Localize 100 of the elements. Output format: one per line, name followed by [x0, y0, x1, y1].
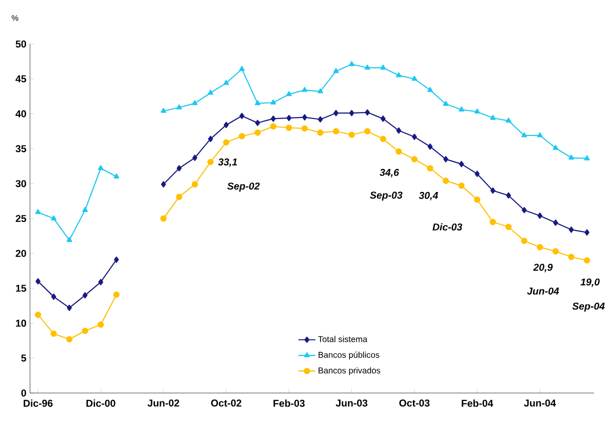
y-tick-label: 30 [16, 180, 26, 188]
point [82, 328, 88, 334]
point [114, 256, 119, 263]
point [301, 125, 308, 132]
point [224, 122, 229, 128]
legend-label: Bancos privados [318, 367, 380, 376]
point [458, 182, 465, 189]
annotation: Dic-03 [432, 223, 462, 231]
point [50, 330, 57, 337]
annotation: 20,9 [533, 264, 553, 272]
point [223, 139, 230, 146]
annotation: Jun-04 [527, 288, 559, 295]
point [238, 132, 246, 140]
point [317, 130, 324, 136]
point [34, 312, 42, 318]
y-tick-label: 0 [21, 389, 26, 397]
annotation: Sep-02 [227, 182, 260, 192]
point [192, 181, 198, 188]
point [521, 132, 528, 138]
point [349, 110, 354, 116]
y-tick-label: 15 [16, 284, 26, 292]
y-tick-label: 35 [16, 145, 26, 152]
point [442, 100, 449, 106]
point [223, 80, 230, 85]
point [160, 108, 166, 113]
point [443, 156, 448, 162]
point [428, 143, 433, 150]
point [380, 116, 386, 122]
y-tick-label: 20 [16, 250, 26, 257]
point [412, 76, 418, 81]
point [255, 120, 260, 126]
point [584, 229, 590, 236]
point [318, 88, 324, 94]
point [66, 336, 73, 342]
point [302, 86, 308, 92]
x-tick-label: Jun-03 [336, 400, 368, 407]
point [239, 112, 244, 120]
point [113, 291, 120, 298]
point [66, 304, 72, 311]
point [98, 321, 104, 328]
point [254, 100, 260, 106]
point [396, 72, 402, 78]
point [552, 144, 558, 150]
point [176, 104, 182, 110]
point [364, 128, 371, 134]
point [568, 154, 574, 160]
point [114, 173, 120, 178]
point [286, 91, 292, 96]
point [522, 206, 527, 214]
x-tick-label: Dic-00 [86, 400, 116, 407]
point [442, 178, 449, 184]
annotation: Sep-03 [370, 192, 402, 201]
legend-label: Total sistema [318, 336, 368, 342]
x-tick-label: Feb-03 [274, 400, 305, 407]
point [98, 165, 104, 170]
annotation: 33,1 [218, 158, 237, 167]
point [66, 236, 72, 242]
point [537, 212, 542, 219]
point [98, 278, 104, 286]
point [333, 68, 339, 74]
point [302, 114, 308, 120]
y-tick-label: 10 [16, 320, 26, 327]
point [412, 134, 417, 140]
point [270, 99, 276, 104]
point [536, 244, 544, 250]
point [82, 292, 88, 298]
point [505, 224, 512, 230]
point [192, 100, 198, 106]
point [160, 215, 167, 222]
point [411, 156, 418, 162]
point [36, 278, 40, 284]
point [35, 209, 41, 214]
annotation: 19,0 [580, 278, 600, 287]
point [364, 109, 370, 116]
point [506, 192, 512, 199]
point [458, 106, 464, 112]
point [332, 128, 340, 134]
x-tick-label: Oct-02 [211, 400, 242, 407]
point [521, 238, 528, 244]
y-tick-label: 45 [16, 75, 26, 82]
y-tick-label: 25 [16, 214, 26, 222]
point [552, 248, 559, 254]
legend-label: Bancos públicos [318, 352, 380, 360]
point [348, 61, 354, 66]
point [50, 215, 56, 220]
point [208, 136, 214, 142]
point [286, 124, 292, 131]
point [364, 64, 370, 70]
point [506, 118, 512, 123]
point [254, 130, 261, 136]
point [318, 116, 323, 123]
annotation: 34,6 [380, 168, 400, 178]
point [270, 123, 276, 130]
y-tick-label: 50 [16, 40, 26, 48]
point [207, 158, 214, 166]
point [490, 114, 496, 120]
point [160, 181, 166, 188]
point [334, 110, 338, 116]
point [474, 170, 480, 177]
point [553, 220, 558, 226]
